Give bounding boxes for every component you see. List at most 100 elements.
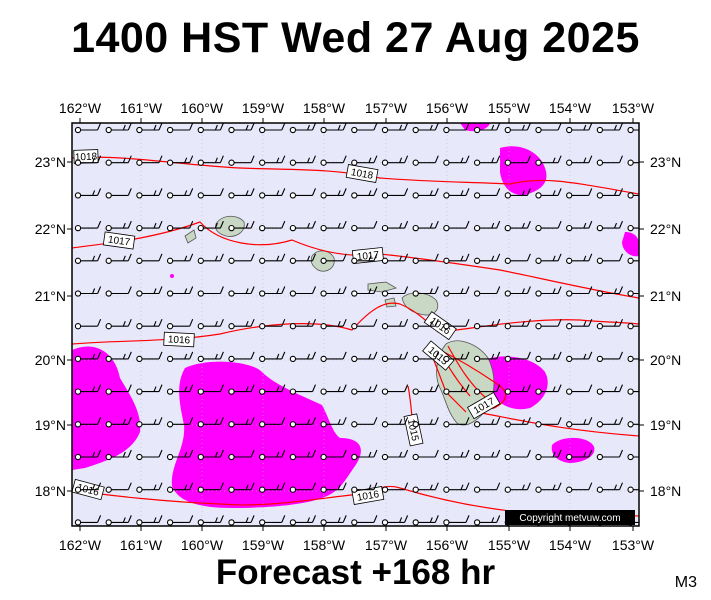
lon-label: 158°W bbox=[303, 100, 346, 116]
wind-barb bbox=[504, 123, 531, 134]
wind-barb bbox=[443, 253, 470, 264]
wind-barb bbox=[596, 482, 624, 493]
wind-barb bbox=[443, 515, 470, 526]
wind-barb bbox=[74, 318, 102, 330]
wind-barb bbox=[473, 188, 501, 199]
wind-barb bbox=[351, 286, 378, 297]
wind-barb bbox=[535, 286, 562, 297]
wind-barb bbox=[259, 220, 286, 232]
wind-barb bbox=[473, 482, 501, 493]
copyright-badge: Copyright metvuw.com bbox=[505, 510, 635, 525]
wind-barb bbox=[566, 123, 593, 134]
wind-barb bbox=[320, 253, 347, 264]
wind-barb bbox=[412, 155, 439, 166]
wind-barb bbox=[443, 351, 470, 363]
wind-barbs bbox=[74, 123, 639, 526]
wind-barb bbox=[259, 482, 286, 493]
wind-barb bbox=[504, 188, 531, 199]
wind-barb bbox=[320, 188, 347, 199]
wind-barb bbox=[289, 351, 317, 363]
wind-barb bbox=[351, 220, 378, 232]
wind-barb bbox=[381, 384, 409, 395]
wind-barb bbox=[566, 417, 593, 428]
wind-barb bbox=[74, 482, 102, 493]
wind-barb bbox=[197, 253, 224, 264]
wind-barb bbox=[136, 155, 163, 166]
wind-barb bbox=[443, 188, 470, 199]
wind-barb bbox=[105, 449, 132, 461]
wind-barb bbox=[627, 224, 639, 232]
wind-barb bbox=[289, 253, 317, 264]
wind-barb bbox=[320, 351, 347, 363]
wind-barb bbox=[166, 482, 194, 493]
wind-barb bbox=[351, 449, 378, 461]
lon-labels-bottom: 162°W 161°W 160°W 159°W 158°W 157°W 156°… bbox=[59, 537, 655, 553]
lon-label: 154°W bbox=[549, 537, 592, 553]
lat-label: 20°N bbox=[650, 352, 681, 368]
wind-barb bbox=[627, 192, 639, 199]
wind-barb bbox=[473, 384, 501, 395]
wind-barb bbox=[74, 253, 102, 264]
wind-barb bbox=[289, 188, 317, 199]
wind-barb bbox=[596, 417, 624, 428]
wind-barb bbox=[228, 286, 255, 297]
wind-barb bbox=[289, 286, 317, 297]
wind-barb bbox=[259, 449, 286, 461]
wind-barb bbox=[105, 351, 132, 363]
wind-barb bbox=[105, 417, 132, 428]
wind-barb bbox=[596, 351, 624, 363]
wind-barb bbox=[627, 323, 639, 330]
wind-barb bbox=[259, 123, 286, 134]
wind-barb bbox=[473, 253, 501, 264]
wind-barb bbox=[228, 449, 255, 461]
wind-barb bbox=[351, 351, 378, 363]
wind-barb bbox=[259, 253, 286, 264]
wind-barb bbox=[596, 220, 624, 232]
isobar-label: 1018 bbox=[350, 167, 374, 182]
lon-label: 160°W bbox=[181, 100, 224, 116]
wind-barb bbox=[197, 351, 224, 363]
wind-barb bbox=[136, 384, 163, 395]
wind-barb bbox=[566, 384, 593, 395]
wind-barb bbox=[351, 384, 378, 395]
wind-barb bbox=[535, 449, 562, 461]
wind-barb bbox=[259, 286, 286, 297]
wind-barb bbox=[351, 253, 378, 264]
wind-barb bbox=[136, 188, 163, 199]
wind-barb bbox=[166, 318, 194, 330]
isobar-label: 1016 bbox=[168, 334, 191, 346]
wind-barb bbox=[443, 384, 470, 395]
wind-barb bbox=[473, 417, 501, 428]
wind-barb bbox=[228, 482, 255, 493]
wind-barb bbox=[228, 351, 255, 363]
wind-barb bbox=[166, 351, 194, 363]
isobar-label: 1017 bbox=[107, 235, 131, 249]
wind-barb bbox=[351, 155, 378, 166]
wind-barb bbox=[136, 449, 163, 461]
wind-barb bbox=[105, 123, 132, 134]
wind-barb bbox=[105, 155, 132, 166]
wind-barb bbox=[289, 318, 317, 330]
island-niihau bbox=[184, 229, 197, 244]
wind-barb bbox=[320, 318, 347, 330]
wind-barb bbox=[596, 286, 624, 297]
wind-barb bbox=[473, 123, 501, 134]
wind-barb bbox=[166, 417, 194, 428]
island-molokai bbox=[367, 281, 397, 293]
wind-barb bbox=[381, 253, 409, 264]
lon-label: 162°W bbox=[59, 537, 102, 553]
wind-barb bbox=[289, 123, 317, 134]
wind-barb bbox=[627, 159, 639, 166]
wind-barb bbox=[166, 220, 194, 232]
wind-barb bbox=[105, 286, 132, 297]
wind-barb bbox=[535, 188, 562, 199]
wind-barb bbox=[74, 286, 102, 297]
wind-barb bbox=[443, 286, 470, 297]
wind-barb bbox=[320, 220, 347, 232]
wind-barb bbox=[473, 155, 501, 166]
wind-barb bbox=[166, 188, 194, 199]
wind-barb bbox=[596, 318, 624, 330]
wind-barb bbox=[136, 515, 163, 526]
wind-barb bbox=[381, 155, 409, 166]
axis-ticks bbox=[67, 118, 644, 531]
